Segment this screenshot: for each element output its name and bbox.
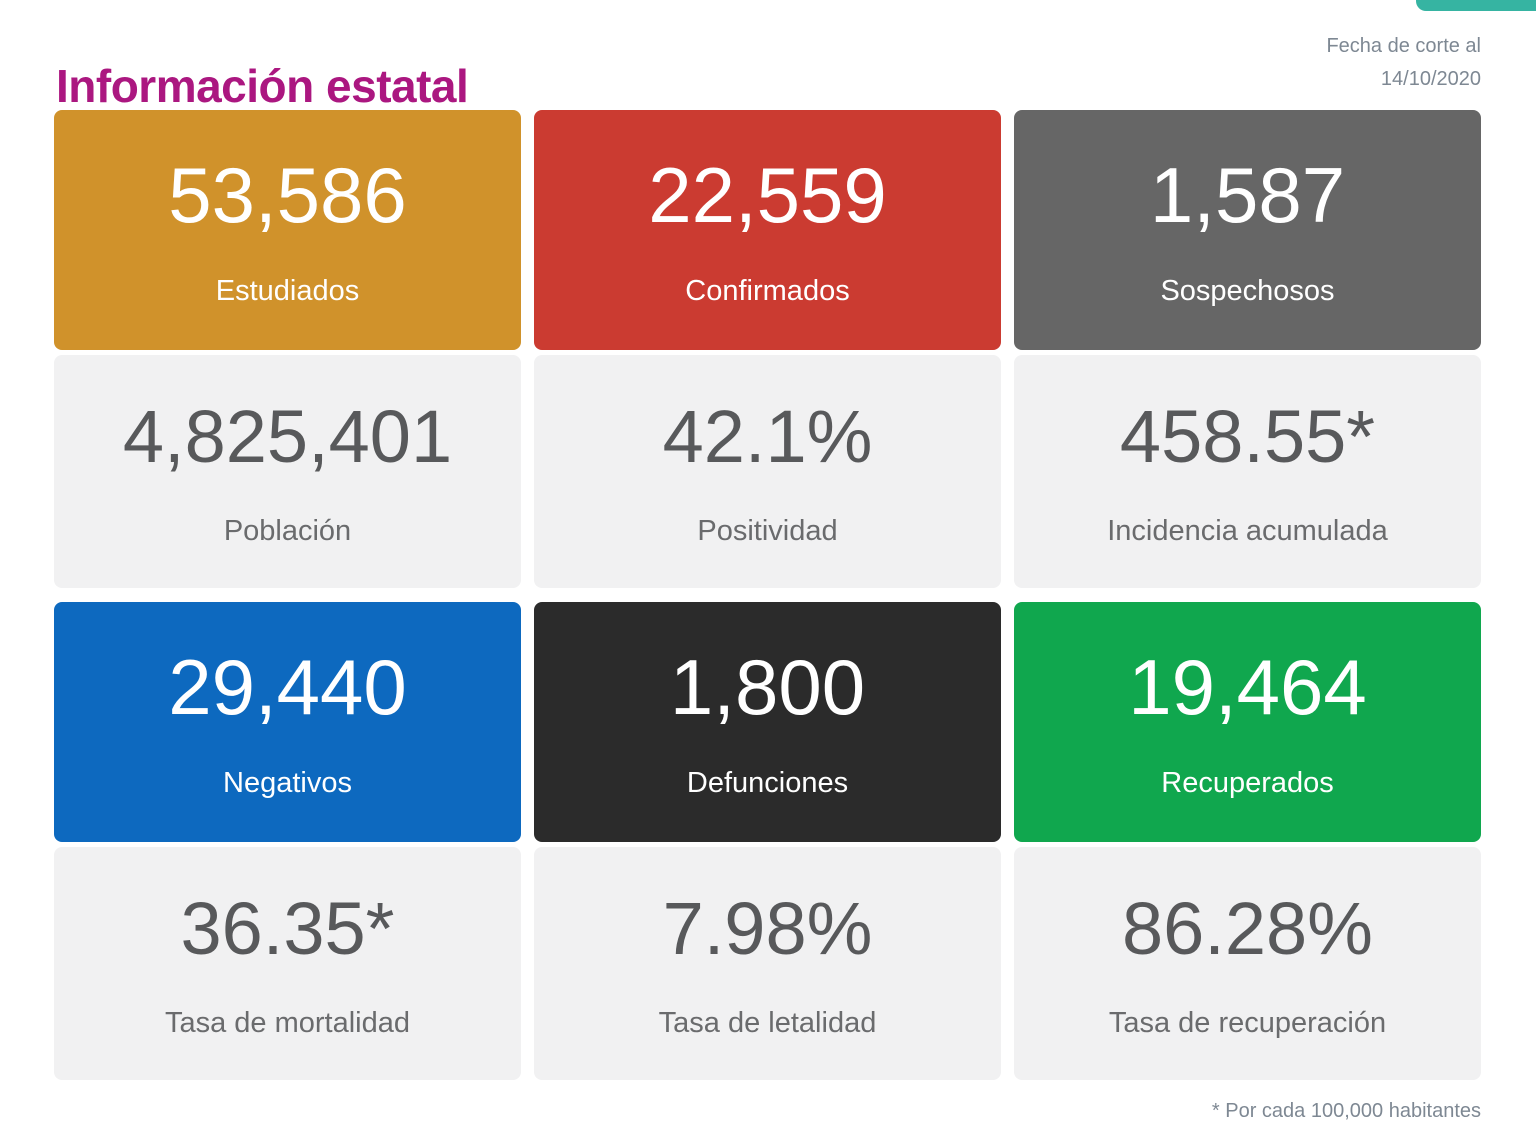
- stat-card-tasa-recuperacion: 86.28% Tasa de recuperación: [1014, 847, 1481, 1080]
- top-right-partial-button[interactable]: [1416, 0, 1536, 11]
- stat-label-defunciones: Defunciones: [686, 767, 849, 799]
- stat-value-tasa-recuperacion: 86.28%: [1122, 886, 1373, 970]
- stat-label-sospechosos: Sospechosos: [1160, 275, 1335, 307]
- stat-card-positividad: 42.1% Positividad: [534, 355, 1001, 588]
- stat-value-tasa-mortalidad: 36.35*: [180, 886, 395, 970]
- stat-label-recuperados: Recuperados: [1161, 767, 1334, 799]
- stats-grid: 53,586 Estudiados 22,559 Confirmados 1,5…: [54, 110, 1481, 1080]
- per-100k-footnote: * Por cada 100,000 habitantes: [1211, 1100, 1481, 1122]
- stat-value-recuperados: 19,464: [1128, 643, 1367, 731]
- stat-card-poblacion: 4,825,401 Población: [54, 355, 521, 588]
- stat-card-defunciones: 1,800 Defunciones: [534, 602, 1001, 842]
- stat-value-confirmados: 22,559: [648, 151, 887, 239]
- stat-label-confirmados: Confirmados: [685, 275, 850, 307]
- page-title: Información estatal: [56, 59, 469, 112]
- stat-label-incidencia-acumulada: Incidencia acumulada: [1107, 514, 1388, 547]
- stat-card-tasa-letalidad: 7.98% Tasa de letalidad: [534, 847, 1001, 1080]
- stat-value-positividad: 42.1%: [662, 394, 873, 478]
- stat-card-estudiados: 53,586 Estudiados: [54, 110, 521, 350]
- stat-label-tasa-recuperacion: Tasa de recuperación: [1108, 1006, 1387, 1039]
- stat-label-poblacion: Población: [223, 514, 352, 547]
- stat-card-sospechosos: 1,587 Sospechosos: [1014, 110, 1481, 350]
- stat-value-defunciones: 1,800: [669, 643, 866, 731]
- stat-value-tasa-letalidad: 7.98%: [662, 886, 873, 970]
- stat-value-estudiados: 53,586: [168, 151, 407, 239]
- stat-card-confirmados: 22,559 Confirmados: [534, 110, 1001, 350]
- cutoff-date-value: 14/10/2020: [1380, 68, 1481, 90]
- stat-label-negativos: Negativos: [223, 767, 352, 799]
- cutoff-date-label: Fecha de corte al: [1326, 35, 1481, 57]
- stat-value-poblacion: 4,825,401: [122, 394, 453, 478]
- cutoff-date-block: Fecha de corte al 14/10/2020: [1326, 30, 1481, 96]
- stat-label-tasa-letalidad: Tasa de letalidad: [658, 1006, 877, 1039]
- stat-card-tasa-mortalidad: 36.35* Tasa de mortalidad: [54, 847, 521, 1080]
- stat-card-recuperados: 19,464 Recuperados: [1014, 602, 1481, 842]
- stat-value-negativos: 29,440: [168, 643, 407, 731]
- stat-label-positividad: Positividad: [697, 514, 838, 547]
- stat-card-incidencia-acumulada: 458.55* Incidencia acumulada: [1014, 355, 1481, 588]
- stat-card-negativos: 29,440 Negativos: [54, 602, 521, 842]
- stat-label-tasa-mortalidad: Tasa de mortalidad: [164, 1006, 411, 1039]
- stat-value-incidencia-acumulada: 458.55*: [1119, 394, 1376, 478]
- stat-label-estudiados: Estudiados: [215, 275, 360, 307]
- stat-value-sospechosos: 1,587: [1149, 151, 1346, 239]
